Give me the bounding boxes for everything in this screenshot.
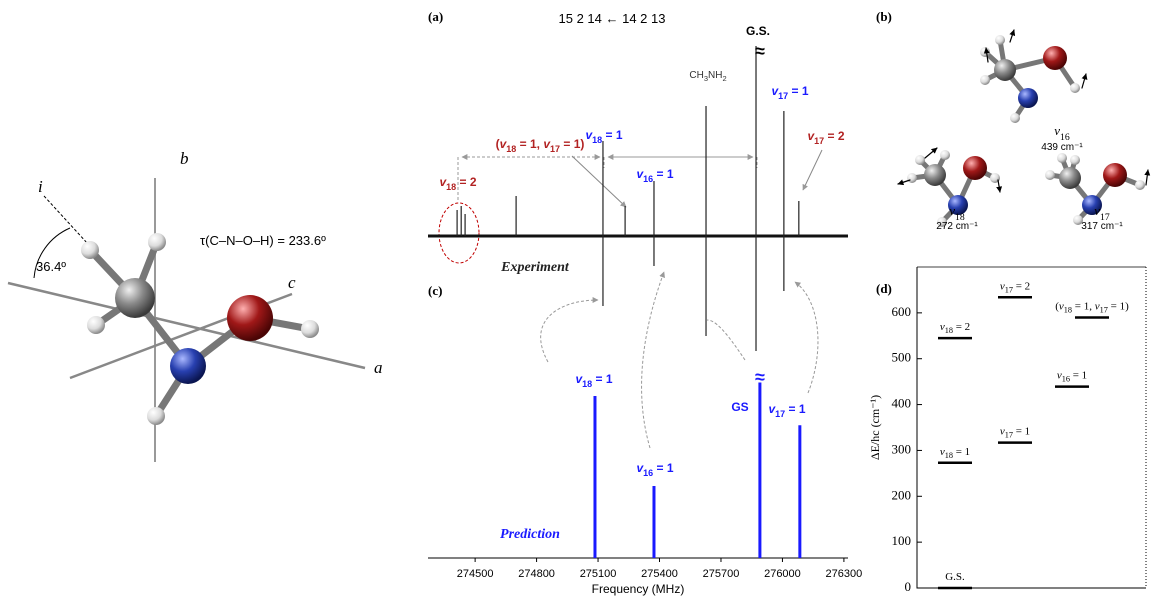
peak-annotation: v18 = 1 <box>585 128 622 145</box>
y-tick-label: 300 <box>892 441 912 456</box>
atom-h <box>301 320 319 338</box>
peak-annotation: v17 = 1 <box>771 84 808 101</box>
axis-label: c <box>288 273 296 292</box>
atom-n <box>170 348 206 384</box>
y-tick-label: 0 <box>905 579 912 594</box>
break-mark: ≈ <box>755 367 765 387</box>
peak-annotation: G.S. <box>746 24 770 38</box>
atom-h <box>87 316 105 334</box>
atom-h <box>147 407 165 425</box>
atom-o <box>227 295 273 341</box>
x-axis-label: Frequency (MHz) <box>592 582 685 596</box>
panel-label: (c) <box>428 283 442 298</box>
x-tick-label: 275100 <box>580 568 617 580</box>
atom-h <box>148 233 166 251</box>
peak-label: GS <box>731 400 748 414</box>
molecule: b c a i 36.4º τ(C–N–O–H) = 233.6º <box>8 149 383 462</box>
level-axes <box>917 267 1146 588</box>
atom-h <box>81 241 99 259</box>
peak-label: v18 = 1 <box>575 372 612 389</box>
level-label: (v18 = 1, v17 = 1) <box>1055 300 1129 315</box>
level-label: v18 = 1 <box>940 445 970 460</box>
axis-label: b <box>180 149 189 168</box>
peak-annotation: v16 = 1 <box>636 167 673 184</box>
figure: b c a i 36.4º τ(C–N–O–H) = 233.6º (a) (b… <box>0 0 1151 598</box>
mode-molecules <box>898 30 1148 227</box>
axis-i <box>44 196 88 244</box>
y-tick-label: 200 <box>892 487 912 502</box>
axis-label: a <box>374 358 383 377</box>
angle-label: 36.4º <box>36 259 66 274</box>
level-label: v16 = 1 <box>1057 369 1087 384</box>
level-label: v18 = 2 <box>940 321 970 336</box>
level-label: v17 = 1 <box>1000 425 1030 440</box>
axis-label: i <box>38 177 43 196</box>
predicted-line <box>593 396 596 558</box>
panel-label: (a) <box>428 9 443 24</box>
predicted-line <box>798 425 801 558</box>
break-mark: ≈ <box>755 41 765 61</box>
series-label: Experiment <box>500 260 570 275</box>
y-tick-label: 400 <box>892 396 912 411</box>
peak-label: v17 = 1 <box>768 402 805 419</box>
torsion-label: τ(C–N–O–H) = 233.6º <box>200 233 326 248</box>
level-label: G.S. <box>945 571 965 583</box>
panel-label: (b) <box>876 9 892 24</box>
peak-annotation: v17 = 2 <box>807 129 844 146</box>
y-tick-label: 600 <box>892 304 912 319</box>
panel-label: (d) <box>876 281 892 296</box>
x-tick-label: 274500 <box>457 568 494 580</box>
x-tick-label: 276300 <box>826 568 863 580</box>
mode-name: ν16 <box>1054 123 1070 143</box>
predicted-line <box>652 486 655 558</box>
x-tick-label: 274800 <box>518 568 555 580</box>
y-axis-label: ΔE/hc (cm⁻¹) <box>868 395 882 460</box>
mode-wavenumber: 439 cm⁻¹ <box>1041 142 1083 153</box>
label-arrows <box>572 150 822 207</box>
peak-label: v16 = 1 <box>636 461 673 478</box>
y-tick-label: 100 <box>892 533 912 548</box>
x-tick-label: 275700 <box>703 568 740 580</box>
level-label: v17 = 2 <box>1000 280 1030 295</box>
peak-annotation: CH3NH2 <box>689 70 726 84</box>
y-tick-label: 500 <box>892 350 912 365</box>
series-label: Prediction <box>500 527 560 542</box>
predicted-line <box>758 383 761 559</box>
mode-wavenumber: 272 cm⁻¹ <box>936 221 978 232</box>
transition-label: 15 2 14 ← 14 2 13 <box>559 11 666 26</box>
peak-annotation: (v18 = 1, v17 = 1) <box>496 137 585 154</box>
x-tick-label: 276000 <box>764 568 801 580</box>
mode-wavenumber: 317 cm⁻¹ <box>1081 221 1123 232</box>
atom-c <box>115 278 155 318</box>
x-tick-label: 275400 <box>641 568 678 580</box>
